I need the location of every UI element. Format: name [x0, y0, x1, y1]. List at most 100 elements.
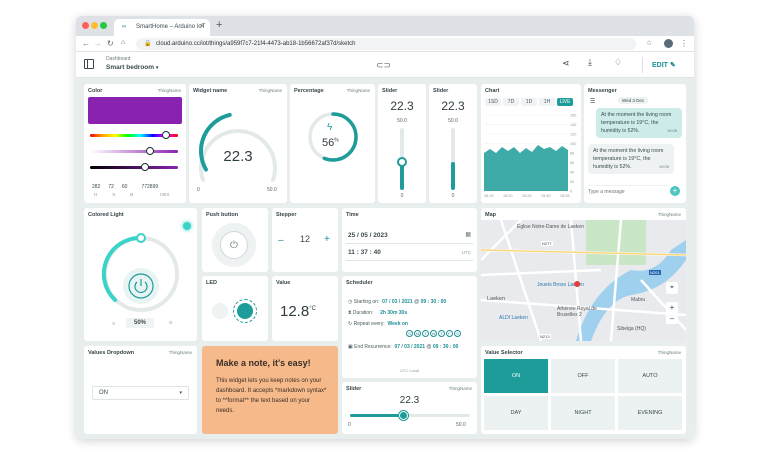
option-on[interactable]: ON	[484, 359, 548, 393]
value-unit: °C	[309, 306, 316, 312]
locate-button[interactable]: ⌖	[666, 282, 678, 294]
range-tab-7d[interactable]: 7D	[503, 98, 519, 106]
browser-menu-icon[interactable]: ⋮	[680, 39, 688, 48]
home-icon[interactable]: ⌂	[121, 39, 126, 46]
widget-title: Slider	[346, 386, 362, 392]
list-icon[interactable]: ☰	[590, 99, 596, 105]
color-widget: Color ThingName 282 72 60 772899 H S B H…	[84, 84, 186, 203]
values-dropdown[interactable]: ON ▾	[92, 386, 189, 400]
stepper-value: 12	[299, 234, 310, 244]
edit-button[interactable]: EDIT ✎	[652, 62, 676, 69]
light-percent: 50%	[126, 318, 154, 328]
color-swatch[interactable]	[88, 97, 182, 124]
option-evening[interactable]: EVENING	[618, 396, 682, 430]
calendar-icon[interactable]: ▦	[465, 232, 471, 238]
map-label: ALDI Laeken	[499, 315, 528, 321]
date-field[interactable]: 25 / 05 / 2023 ▦	[346, 230, 473, 244]
range-tab-live[interactable]: LIVE	[557, 98, 573, 106]
chart-x-tick: 15:15	[484, 194, 494, 198]
hue-slider-handle[interactable]	[162, 131, 170, 139]
edit-label: EDIT	[652, 62, 668, 69]
widget-title: Color	[88, 88, 103, 94]
light-dimmer-arc[interactable]	[99, 232, 183, 316]
option-night[interactable]: NIGHT	[551, 396, 615, 430]
option-off[interactable]: OFF	[551, 359, 615, 393]
new-tab-button[interactable]: +	[216, 19, 223, 31]
map-pin-icon[interactable]: ●	[573, 275, 582, 291]
reload-icon[interactable]: ↻	[107, 39, 114, 48]
send-button[interactable]: +	[670, 186, 680, 196]
share-icon[interactable]: ⋖	[562, 58, 570, 68]
saturation-slider[interactable]	[90, 150, 178, 153]
weekday-toggle[interactable]: S	[406, 330, 413, 337]
road-label: N201	[649, 270, 661, 275]
slider-track[interactable]	[451, 128, 455, 190]
map-canvas[interactable]: Église Notre-Dame de Laeken Jouets Broze…	[481, 220, 686, 341]
stepper-decrement[interactable]: –	[278, 235, 284, 246]
slider-track[interactable]	[350, 414, 470, 417]
push-button[interactable]: ⏻	[212, 223, 256, 267]
back-icon[interactable]: ←	[82, 39, 90, 48]
weekday-toggle[interactable]: W	[430, 330, 437, 337]
brightness-slider-handle[interactable]	[141, 163, 149, 171]
zoom-in-button[interactable]: +	[666, 302, 678, 313]
close-tab-icon[interactable]: ×	[199, 23, 204, 30]
sidebar-toggle-icon[interactable]	[84, 59, 94, 69]
range-tab-1sd[interactable]: 1SD	[485, 98, 501, 106]
profile-avatar[interactable]	[664, 39, 673, 48]
map-label: Sibelga (HQ)	[617, 326, 646, 332]
schedule-duration-row[interactable]: ⧗ Duration: 2h 30m 30s	[348, 310, 407, 316]
schedule-repeat-row[interactable]: ↻ Repeat every: Week on	[348, 321, 408, 327]
option-auto[interactable]: AUTO	[618, 359, 682, 393]
weekday-toggle[interactable]: S	[454, 330, 461, 337]
weekday-toggle[interactable]: T	[438, 330, 445, 337]
schedule-start-row[interactable]: ◷ Starting on: 07 / 03 / 2021 @ 09 : 30 …	[348, 299, 447, 305]
bookmark-star-icon[interactable]: ☆	[646, 40, 653, 47]
percentage-ring	[308, 112, 358, 162]
saturation-slider-handle[interactable]	[146, 147, 154, 155]
zoom-out-button[interactable]: –	[666, 313, 678, 324]
stepper-increment[interactable]: +	[324, 234, 330, 245]
slider-handle[interactable]	[399, 411, 409, 420]
microphone-icon[interactable]: ♢	[614, 57, 623, 67]
thing-name: ThingName	[448, 386, 472, 391]
light-low-icon: ○	[112, 321, 116, 327]
led-off	[212, 303, 228, 319]
slider-fill	[451, 162, 455, 190]
range-tab-1h[interactable]: 1H	[539, 98, 555, 106]
percent-number: 56	[322, 137, 335, 149]
weekday-toggle[interactable]: M	[414, 330, 421, 337]
clock-icon: ◷	[348, 299, 353, 305]
slider-min: 0	[348, 422, 351, 428]
start-label: Starting on:	[353, 299, 380, 305]
thing-name: ThingName	[258, 88, 282, 93]
light-color-dot[interactable]	[183, 222, 191, 230]
minimize-window-button[interactable]	[91, 22, 98, 29]
message-input[interactable]	[588, 185, 668, 197]
power-icon: ⏻	[220, 231, 248, 259]
road-label: N277	[541, 241, 553, 246]
slider-handle[interactable]	[397, 157, 407, 168]
widget-title: Stepper	[276, 212, 297, 218]
browser-tab[interactable]: ∞ SmartHome – Arduino IoT ×	[114, 19, 210, 36]
weekday-toggle[interactable]: F	[446, 330, 453, 337]
download-icon[interactable]: ⤓	[588, 57, 592, 67]
start-date: 07 / 03 / 2021	[382, 299, 413, 305]
range-tab-1d[interactable]: 1D	[521, 98, 537, 106]
weekday-toggle[interactable]: T	[422, 330, 429, 337]
chart-y-tick: 40	[570, 171, 574, 175]
device-selector[interactable]: Smart bedroom ▾	[106, 64, 158, 71]
option-day[interactable]: DAY	[484, 396, 548, 430]
url-field[interactable]: 🔒 cloud.arduino.cc/iot/things/a959f7c7-2…	[136, 38, 636, 50]
hue-slider[interactable]	[90, 134, 178, 137]
forward-icon[interactable]: →	[94, 39, 102, 48]
brightness-value: 60	[121, 184, 128, 190]
close-window-button[interactable]	[82, 22, 89, 29]
schedule-end-row[interactable]: ▣ End Recurrence: 07 / 03 / 2021 @ 09 : …	[348, 344, 459, 350]
brightness-slider[interactable]	[90, 166, 178, 169]
maximize-window-button[interactable]	[100, 22, 107, 29]
time-field[interactable]: 11 : 37 : 40 UTC	[346, 247, 473, 261]
slider-max: 50.0	[448, 118, 458, 124]
chevron-down-icon: ▾	[179, 390, 182, 396]
vertical-slider-widget-2: Slider 22.3 50.0 0	[429, 84, 477, 203]
